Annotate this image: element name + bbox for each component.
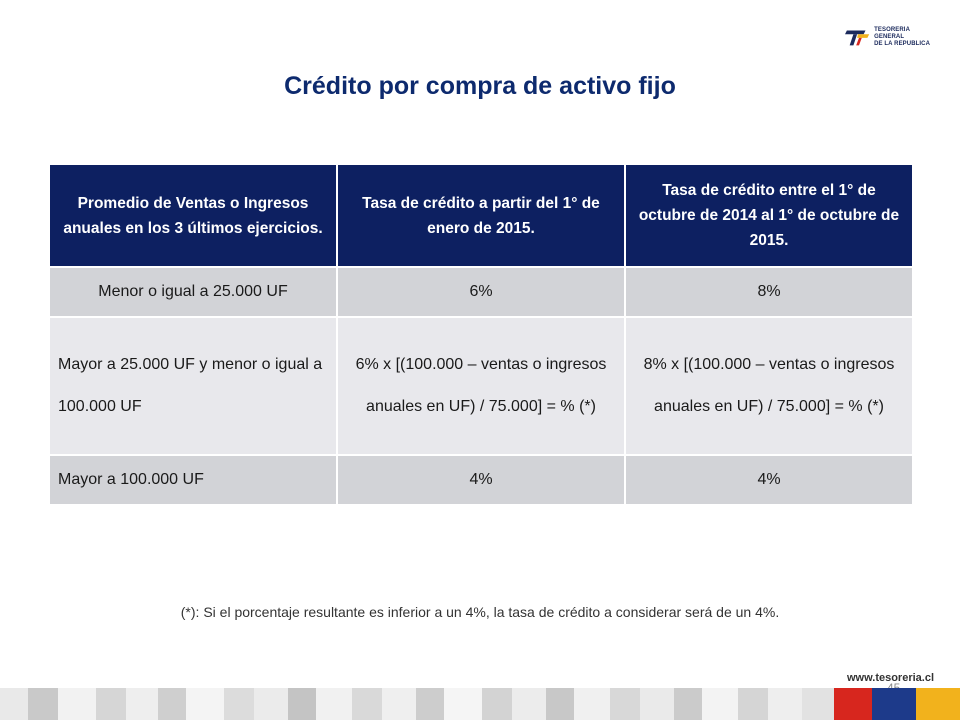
rate-2015-cell: 4%: [336, 454, 626, 506]
footer-tile: [316, 688, 352, 720]
sales-range-cell: Mayor a 25.000 UF y menor o igual a 100.…: [48, 316, 338, 456]
rate-2015-cell: 6%: [336, 266, 626, 318]
footer-tile: [674, 688, 702, 720]
footer-tile: [96, 688, 126, 720]
footer-tile: [382, 688, 416, 720]
footer-tile: [574, 688, 610, 720]
tesoreria-logo-icon: [845, 30, 870, 46]
logo-text-line1: TESORERIA GENERAL: [874, 26, 910, 40]
footer-tile: [482, 688, 512, 720]
sales-range-cell: Menor o igual a 25.000 UF: [48, 266, 338, 318]
credit-rate-table: Promedio de Ventas o Ingresos anuales en…: [48, 163, 914, 506]
footer-tile: [288, 688, 316, 720]
footer-tile: [640, 688, 674, 720]
table-header-row: Promedio de Ventas o Ingresos anuales en…: [48, 163, 914, 268]
slide-title: Crédito por compra de activo fijo: [284, 72, 676, 100]
footnote: (*): Si el porcentaje resultante es infe…: [180, 604, 780, 620]
rate-2014-cell: 8%: [624, 266, 914, 318]
header-rate-from-2015: Tasa de crédito a partir del 1° de enero…: [336, 163, 626, 268]
table-row: Mayor a 25.000 UF y menor o igual a 100.…: [48, 316, 914, 456]
table-row: Menor o igual a 25.000 UF 6% 8%: [48, 266, 914, 318]
footer-tile: [0, 688, 28, 720]
rate-2014-cell: 8% x [(100.000 – ventas o ingresos anual…: [624, 316, 914, 456]
sales-range-cell: Mayor a 100.000 UF: [48, 454, 338, 506]
footer-tile: [58, 688, 96, 720]
website-url: www.tesoreria.cl: [847, 672, 935, 684]
table-row: Mayor a 100.000 UF 4% 4%: [48, 454, 914, 506]
footer-tile: [768, 688, 802, 720]
footer-tile: [610, 688, 640, 720]
footer-decorative-bar: [0, 688, 960, 720]
footer-tile: [738, 688, 768, 720]
footer-tile: [512, 688, 546, 720]
footer-tile-red: [834, 688, 872, 720]
footer-tile-yellow: [916, 688, 960, 720]
footer-tile: [444, 688, 482, 720]
header-rate-2014-2015: Tasa de crédito entre el 1° de octubre d…: [624, 163, 914, 268]
footer-tile: [28, 688, 58, 720]
rate-2014-cell: 4%: [624, 454, 914, 506]
header-sales-average: Promedio de Ventas o Ingresos anuales en…: [48, 163, 338, 268]
footer-tile: [546, 688, 574, 720]
footer-tile: [702, 688, 738, 720]
footer-tile: [254, 688, 288, 720]
footer-tile: [126, 688, 158, 720]
tesoreria-logo: TESORERIA GENERAL DE LA REPUBLICA: [845, 26, 937, 48]
footer-tile: [186, 688, 224, 720]
logo-text-line2: DE LA REPUBLICA: [874, 40, 931, 47]
footer-tile: [158, 688, 186, 720]
rate-2015-cell: 6% x [(100.000 – ventas o ingresos anual…: [336, 316, 626, 456]
logo-text: TESORERIA GENERAL DE LA REPUBLICA: [874, 27, 937, 48]
footer-tile: [352, 688, 382, 720]
footer-tile: [224, 688, 254, 720]
footer-tile: [416, 688, 444, 720]
footer-tile-blue: [872, 688, 916, 720]
footer-tile: [802, 688, 834, 720]
